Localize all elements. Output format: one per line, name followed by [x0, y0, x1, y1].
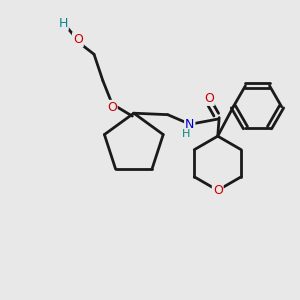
Text: O: O — [73, 33, 83, 46]
Text: H: H — [58, 17, 68, 30]
Text: O: O — [204, 92, 214, 105]
Text: H: H — [182, 129, 190, 140]
Text: O: O — [213, 184, 223, 197]
Text: O: O — [107, 101, 117, 114]
Text: N: N — [185, 118, 194, 131]
